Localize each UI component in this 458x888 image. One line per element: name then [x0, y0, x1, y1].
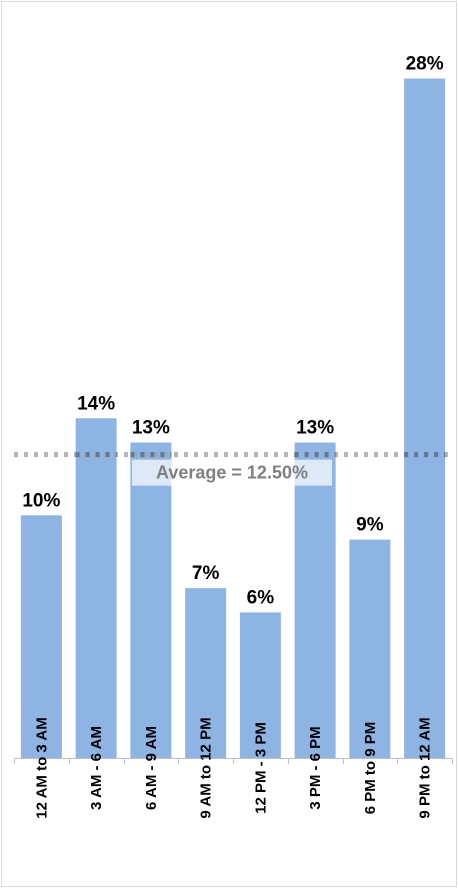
average-label: Average = 12.50% — [156, 463, 308, 483]
x-axis-tick-labels: 12 AM to 3 AM 3 AM - 6 AM 6 AM - 9 AM 9 AM … — [33, 717, 433, 818]
data-label-8: 28% — [406, 54, 444, 75]
x-tick-label-4: 9 AM to 12 PM — [198, 717, 215, 818]
bar-4 — [185, 588, 227, 758]
data-label-1: 10% — [22, 490, 60, 511]
bar-8 — [404, 78, 446, 758]
x-tick-label-5: 12 PM - 3 PM — [252, 722, 269, 814]
bar-3 — [130, 442, 172, 758]
data-label-6: 13% — [296, 418, 334, 439]
x-tick-label-3: 6 AM - 9 AM — [143, 726, 160, 810]
x-tick-label-7: 6 PM to 9 PM — [362, 722, 379, 815]
data-label-group: 10% 14% 13% 7% 6% 13% 9% 28% — [22, 54, 443, 609]
x-axis-ticks — [14, 758, 453, 764]
data-label-4: 7% — [192, 563, 220, 584]
x-tick-label-2: 3 AM - 6 AM — [88, 726, 105, 810]
x-tick-label-6: 3 PM - 6 PM — [307, 726, 324, 809]
x-tick-label-8: 9 PM to 12 AM — [417, 717, 434, 818]
bar-1 — [20, 515, 62, 758]
data-label-3: 13% — [132, 418, 170, 439]
data-label-7: 9% — [356, 515, 384, 536]
bar-2 — [75, 418, 117, 758]
average-line-group: Average = 12.50% — [14, 452, 452, 486]
x-tick-label-1: 12 AM to 3 AM — [33, 717, 50, 818]
average-label-background — [132, 459, 332, 486]
bar-6 — [294, 442, 336, 758]
bar-7 — [349, 539, 391, 758]
bar-5 — [239, 612, 281, 758]
data-label-2: 14% — [77, 393, 115, 414]
data-label-5: 6% — [247, 587, 275, 608]
bar-group — [20, 78, 446, 758]
